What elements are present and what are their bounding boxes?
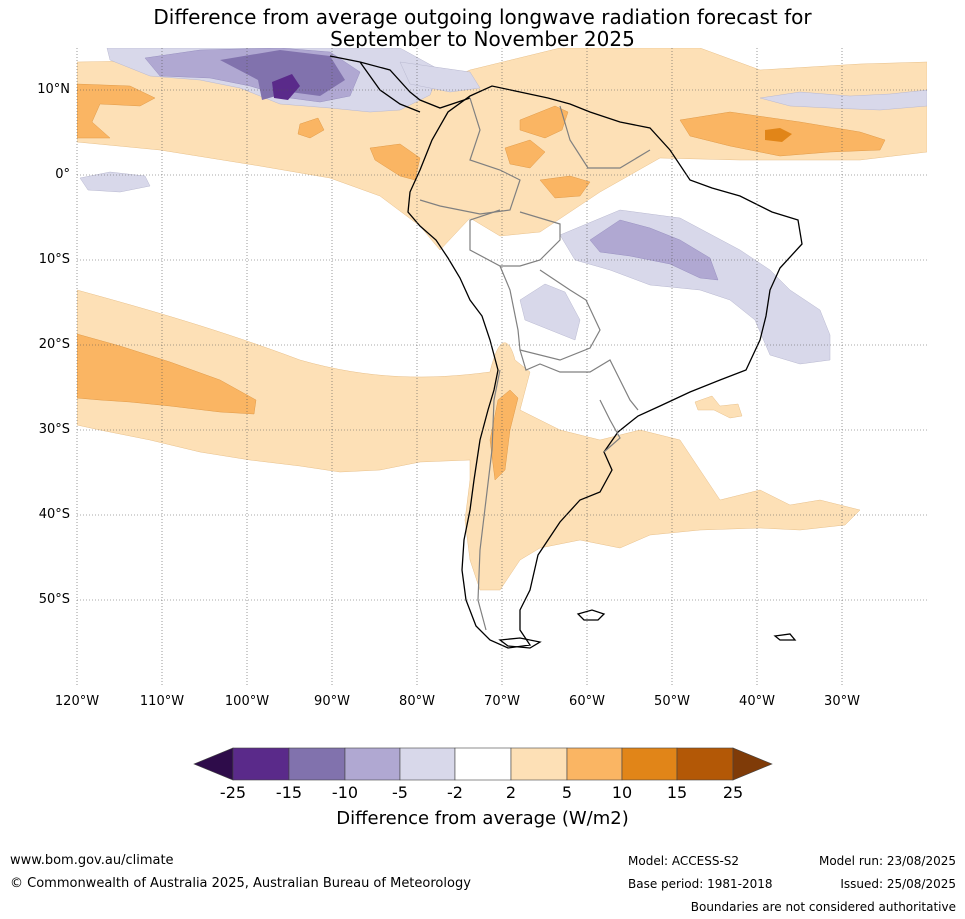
anomaly-patch-atlantic-8n (759, 89, 927, 111)
anomaly-band-south-pacific (77, 289, 861, 591)
issued-text: Issued: 25/08/2025 (840, 877, 956, 891)
colorbar-max-arrow (732, 747, 773, 781)
lat-label: 40°S (38, 507, 70, 522)
colorbar-tick: 15 (666, 783, 688, 802)
central-america-outline (329, 55, 471, 113)
colorbar-min-arrow (193, 747, 234, 781)
anomaly-patch-guiana (504, 139, 546, 169)
lon-label: 80°W (399, 694, 435, 709)
colorbar-swatch (454, 747, 512, 781)
colorbar-swatch (566, 747, 623, 781)
colorbar-swatch (232, 747, 290, 781)
base-period-text: Base period: 1981-2018 (628, 877, 773, 891)
anomaly-patch-pacific-10n (77, 83, 156, 139)
copyright-text: © Commonwealth of Australia 2025, Austra… (10, 876, 471, 891)
colorbar-tick: -10 (331, 783, 359, 802)
falkland-islands (576, 609, 606, 621)
anomaly-patch-southeast-pacific (77, 333, 257, 415)
colorbar-tick: -25 (219, 783, 247, 802)
disclaimer-text: Boundaries are not considered authoritat… (690, 900, 956, 914)
anomaly-patch-bolivia (519, 283, 581, 341)
colorbar-swatch (510, 747, 568, 781)
colorbar-label: Difference from average (W/m2) (336, 808, 629, 829)
anomaly-patch-venezuela (519, 105, 569, 139)
lon-label: 110°W (139, 694, 185, 709)
lat-label: 50°S (38, 592, 70, 607)
south-america-outline (407, 85, 803, 649)
coastline (329, 55, 803, 649)
lon-label: 90°W (314, 694, 350, 709)
anomaly-core-strong-central-america (220, 50, 345, 100)
website-link[interactable]: www.bom.gov.au/climate (10, 853, 174, 868)
colorbar-tick: -15 (275, 783, 303, 802)
lat-label: 30°S (38, 422, 70, 437)
colorbar-tick: -2 (447, 783, 463, 802)
colorbar-swatch (288, 747, 346, 781)
colorbar-tick: 25 (722, 783, 744, 802)
map-title-line1: Difference from average outgoing longwav… (153, 5, 812, 29)
anomaly-patch-amazon (539, 175, 591, 199)
colorbar-swatch (676, 747, 734, 781)
anomaly-core-peak-central-america (272, 74, 300, 100)
tierra-del-fuego (498, 637, 542, 649)
south-georgia (773, 633, 797, 641)
anomaly-patch-andes (489, 389, 519, 481)
anomaly-patch-pacific-5n (297, 117, 325, 139)
colorbar-tick: 2 (505, 783, 517, 802)
country-boundaries (419, 97, 651, 631)
lon-label: 100°W (224, 694, 270, 709)
colorbar-swatch (399, 747, 456, 781)
map-title-line2: September to November 2025 (330, 27, 635, 51)
lon-label: 70°W (484, 694, 520, 709)
lon-label: 50°W (654, 694, 690, 709)
anomaly-patch-south-atlantic (694, 395, 743, 419)
anomaly-fields (77, 48, 927, 591)
lon-label: 40°W (739, 694, 775, 709)
lon-label: 60°W (569, 694, 605, 709)
lon-label: 120°W (54, 694, 100, 709)
anomaly-core-brazil (589, 219, 719, 281)
lat-label: 10°N (37, 82, 70, 97)
anomaly-patch-caribbean (399, 61, 481, 93)
colorbar (193, 747, 773, 781)
gridlines (76, 48, 927, 685)
lon-label: 30°W (824, 694, 860, 709)
anomaly-core-atlantic (765, 128, 792, 142)
anomaly-patch-pacific-2s (79, 171, 151, 193)
colorbar-tick: 10 (611, 783, 633, 802)
colorbar-tick: 5 (561, 783, 573, 802)
colorbar-swatch (344, 747, 401, 781)
model-run-text: Model run: 23/08/2025 (818, 854, 956, 868)
colorbar-swatch (621, 747, 678, 781)
model-text: Model: ACCESS-S2 (628, 854, 740, 868)
colorbar-tick: -5 (392, 783, 408, 802)
lat-label: 0° (55, 167, 70, 182)
lat-label: 10°S (38, 252, 70, 267)
lat-label: 20°S (38, 337, 70, 352)
